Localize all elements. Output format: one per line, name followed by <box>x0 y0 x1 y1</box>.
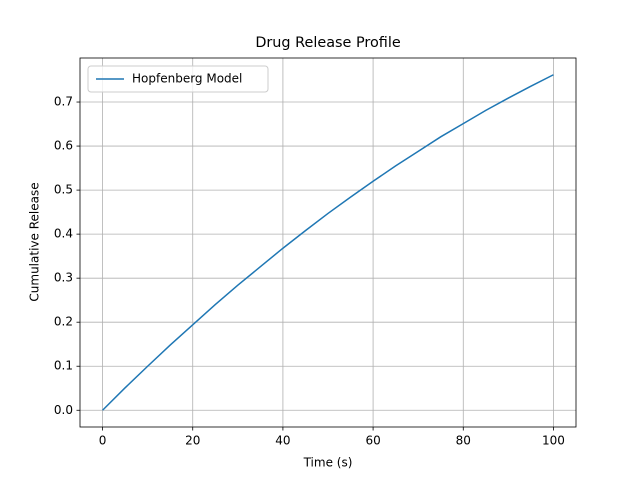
x-tick-label: 40 <box>275 434 290 448</box>
y-tick-label: 0.1 <box>54 359 73 373</box>
y-tick-label: 0.4 <box>54 227 73 241</box>
y-tick-label: 0.0 <box>54 403 73 417</box>
chart-title: Drug Release Profile <box>255 35 401 51</box>
x-tick-label: 0 <box>99 434 107 448</box>
x-tick-label: 20 <box>185 434 200 448</box>
y-tick-label: 0.6 <box>54 139 73 153</box>
y-tick-label: 0.5 <box>54 183 73 197</box>
axes-frame <box>79 57 577 428</box>
legend-box <box>87 65 269 93</box>
y-tick-label: 0.2 <box>54 315 73 329</box>
x-tick-label: 100 <box>542 434 565 448</box>
x-tick-label: 80 <box>456 434 471 448</box>
y-tick-label: 0.3 <box>54 271 73 285</box>
x-tick-label: 60 <box>365 434 380 448</box>
y-axis-label: Cumulative Release <box>28 182 42 301</box>
line-series <box>102 74 554 411</box>
legend-label: Hopfenberg Model <box>132 72 242 86</box>
y-tick-label: 0.7 <box>54 95 73 109</box>
x-axis-label: Time (s) <box>303 456 353 470</box>
